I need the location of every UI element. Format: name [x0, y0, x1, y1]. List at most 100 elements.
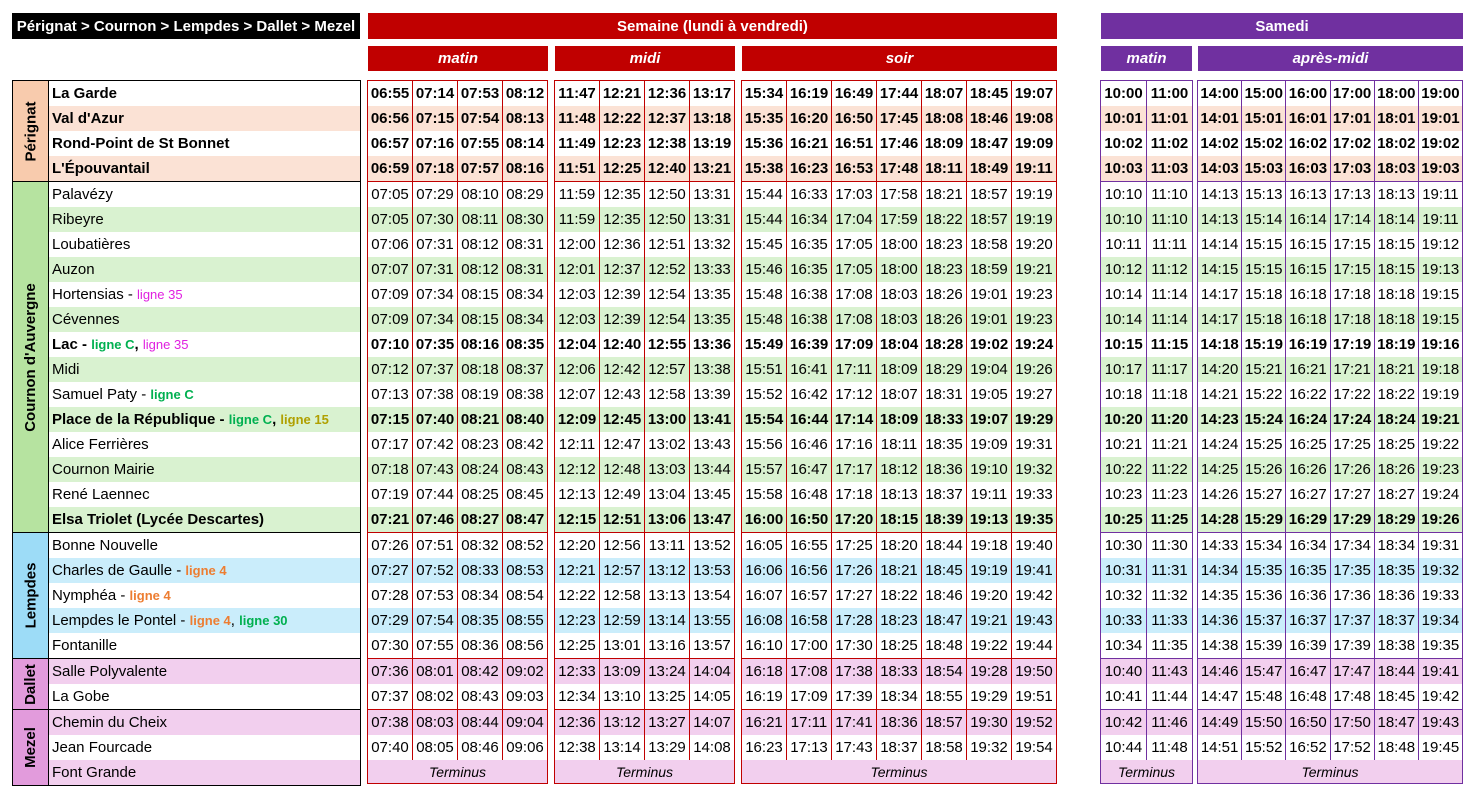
stop-row[interactable]: La Garde [49, 81, 360, 106]
departure-time: 07:40 [413, 407, 458, 432]
departure-time: 13:18 [692, 110, 732, 127]
stop-row[interactable]: Jean Fourcade [49, 735, 360, 760]
time-row: 07:05 07:29 08:10 08:29 [368, 182, 547, 207]
departure-time: 19:34 [1421, 612, 1460, 629]
line-badge[interactable]: ligne 4 [129, 588, 171, 603]
stop-row[interactable]: Bonne Nouvelle [49, 533, 360, 558]
departure-time: 14:51 [1198, 735, 1243, 760]
timetable-weekday-soir: 15:34 16:19 16:49 17:44 18:07 18:45 19:07 15:35… [741, 80, 1057, 784]
stop-row[interactable]: Palavézy [49, 182, 360, 207]
departure-time: 11:01 [1150, 110, 1189, 127]
stop-row[interactable]: L'Épouvantail [49, 156, 360, 181]
stop-row[interactable]: Rond-Point de St Bonnet [49, 131, 360, 156]
departure-time: 14:38 [1198, 633, 1243, 658]
stop-row[interactable]: Salle Polyvalente [49, 659, 360, 684]
time-row: 14:51 15:52 16:52 17:52 18:48 19:45 [1198, 735, 1462, 760]
departure-time: 08:16 [458, 332, 503, 357]
departure-time: 13:44 [693, 461, 731, 478]
departure-time: 17:58 [877, 182, 922, 207]
line-badge[interactable]: ligne C [91, 337, 135, 352]
stop-row[interactable]: Place de la République - ligne C, ligne … [49, 407, 360, 432]
zone-group: 10:42 11:46 10:44 11:48 Terminus [1101, 710, 1192, 783]
separator: - [137, 386, 151, 403]
stop-row[interactable]: Elsa Triolet (Lycée Descartes) [49, 507, 360, 532]
departure-time: 14:07 [693, 714, 731, 731]
departure-time: 18:09 [877, 407, 922, 432]
stop-row[interactable]: Charles de Gaulle - ligne 4 [49, 558, 360, 583]
line-badge[interactable]: ligne 4 [185, 563, 227, 578]
departure-time: 07:06 [368, 232, 413, 257]
departure-time: 17:04 [832, 207, 877, 232]
departure-time: 10:01 [1101, 106, 1147, 131]
departure-time: 16:19 [787, 81, 832, 106]
departure-time: 17:36 [1331, 583, 1375, 608]
stop-row[interactable]: Hortensias - ligne 35 [49, 282, 360, 307]
departure-time: 18:02 [1375, 131, 1419, 156]
departure-time: 07:28 [368, 583, 413, 608]
route-title: Pérignat > Cournon > Lempdes > Dallet > … [12, 13, 360, 39]
departure-time: 17:30 [832, 633, 877, 658]
line-badge[interactable]: ligne 15 [280, 412, 329, 427]
zone-group: 10:00 11:00 10:01 11:01 10:02 11:02 10:03 11:03 [1101, 81, 1192, 182]
line-badge[interactable]: ligne C [228, 412, 273, 427]
line-badge[interactable]: ligne 4 [189, 613, 231, 628]
stop-name: Cévennes [52, 311, 120, 328]
stop-row[interactable]: Fontanille [49, 633, 360, 658]
zone-lem-2: Lempdes Bonne Nouvelle Charles de Gaulle -… [13, 533, 360, 659]
terminus-label: Terminus [555, 760, 734, 783]
zone-name: Dallet [22, 663, 40, 705]
stop-row[interactable]: Ribeyre [49, 207, 360, 232]
line-badge[interactable]: ligne 35 [137, 287, 183, 302]
departure-time: 18:54 [922, 659, 967, 684]
zone-group: 07:36 08:01 08:42 09:02 07:37 08:02 08:43 09:03 [368, 659, 547, 710]
departure-time: 15:29 [1242, 507, 1287, 532]
departure-time: 07:16 [413, 131, 458, 156]
stop-row[interactable]: Lempdes le Pontel - ligne 4, ligne 30 [49, 608, 360, 633]
time-row: 07:17 07:42 08:23 08:42 [368, 432, 547, 457]
line-badge[interactable]: ligne 30 [239, 613, 288, 628]
stop-row[interactable]: Cournon Mairie [49, 457, 360, 482]
stop-name: Auzon [52, 261, 95, 278]
stop-row[interactable]: René Laennec [49, 482, 360, 507]
zone-group: 12:33 13:09 13:24 14:04 12:34 13:10 13:25 14:05 [555, 659, 734, 710]
departure-time: 16:36 [1286, 583, 1331, 608]
stop-row[interactable]: La Gobe [49, 684, 360, 709]
departure-time: 07:12 [368, 357, 413, 382]
departure-time: 18:21 [922, 182, 967, 207]
stop-row[interactable]: Chemin du Cheix [49, 710, 360, 735]
departure-time: 18:07 [922, 81, 967, 106]
line-badge[interactable]: ligne C [150, 387, 194, 402]
departure-time: 15:15 [1242, 257, 1287, 282]
stop-row[interactable]: Auzon [49, 257, 360, 282]
departure-time: 18:45 [967, 81, 1012, 106]
departure-time: 19:26 [1015, 361, 1053, 378]
stop-row[interactable]: Cévennes [49, 307, 360, 332]
line-badge[interactable]: ligne 35 [142, 337, 189, 352]
departure-time: 18:38 [1375, 633, 1419, 658]
departure-time: 07:31 [413, 232, 458, 257]
zone-group: 10:30 11:30 10:31 11:31 10:32 11:32 10:33 11:33… [1101, 533, 1192, 659]
stop-row[interactable]: Alice Ferrières [49, 432, 360, 457]
stop-row[interactable]: Samuel Paty - ligne C [49, 382, 360, 407]
stop-row[interactable]: Lac - ligne C, ligne 35 [49, 332, 360, 357]
stop-row[interactable]: Nymphéa - ligne 4 [49, 583, 360, 608]
stop-row[interactable]: Font Grande [49, 760, 360, 785]
stop-row[interactable]: Loubatières [49, 232, 360, 257]
time-row: 10:42 11:46 [1101, 710, 1192, 735]
departure-time: 18:18 [1375, 307, 1419, 332]
departure-time: 13:53 [693, 562, 731, 579]
stop-row[interactable]: Midi [49, 357, 360, 382]
zone-label: Dallet [13, 659, 49, 709]
departure-time: 14:34 [1198, 558, 1243, 583]
departure-time: 08:01 [413, 659, 458, 684]
departure-time: 08:32 [458, 533, 503, 558]
departure-time: 19:19 [967, 558, 1012, 583]
departure-time: 09:04 [506, 714, 544, 731]
departure-time: 12:49 [600, 482, 645, 507]
departure-time: 12:38 [555, 735, 600, 760]
departure-time: 16:20 [787, 106, 832, 131]
stop-name: Fontanille [52, 637, 118, 654]
departure-time: 08:42 [506, 436, 544, 453]
departure-time: 08:31 [506, 236, 544, 253]
stop-row[interactable]: Val d'Azur [49, 106, 360, 131]
